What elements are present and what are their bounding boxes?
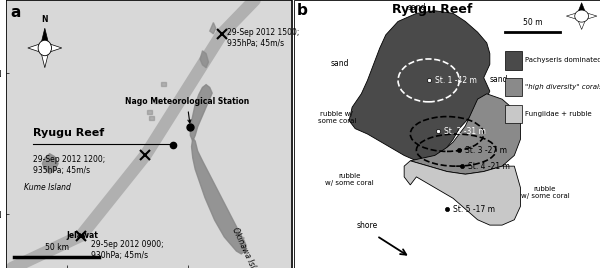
Text: N: N <box>41 15 48 24</box>
Text: sand: sand <box>331 59 349 68</box>
Text: Ryugu Reef: Ryugu Reef <box>32 128 104 138</box>
Text: sand: sand <box>407 3 425 12</box>
Text: rubble
w/ some coral: rubble w/ some coral <box>325 173 373 186</box>
Polygon shape <box>45 42 62 54</box>
Polygon shape <box>43 154 58 173</box>
Polygon shape <box>566 12 581 21</box>
Bar <box>505 105 522 123</box>
Polygon shape <box>404 161 520 225</box>
Polygon shape <box>149 116 154 120</box>
Text: a: a <box>10 5 20 20</box>
Polygon shape <box>200 51 209 68</box>
Text: 29-Sep 2012 1200;: 29-Sep 2012 1200; <box>32 155 105 164</box>
Bar <box>505 51 522 70</box>
Polygon shape <box>576 16 587 29</box>
Text: Fungiidae + rubble: Fungiidae + rubble <box>525 111 592 117</box>
Polygon shape <box>349 11 490 161</box>
Text: St. 2 -31 m: St. 2 -31 m <box>444 127 486 136</box>
Bar <box>505 78 522 96</box>
Text: Pachyseris dominated: Pachyseris dominated <box>525 57 600 63</box>
Text: 930hPa; 45m/s: 930hPa; 45m/s <box>91 251 148 260</box>
Text: 50 m: 50 m <box>523 18 542 27</box>
Text: 50 km: 50 km <box>45 244 69 252</box>
Text: sand: sand <box>490 75 508 84</box>
Text: 935hPa; 45m/s: 935hPa; 45m/s <box>32 166 90 176</box>
Text: St. 4 -21 m: St. 4 -21 m <box>469 162 510 171</box>
Polygon shape <box>190 85 212 141</box>
Polygon shape <box>581 12 597 21</box>
Text: rubble w/
some coral: rubble w/ some coral <box>317 111 356 124</box>
Polygon shape <box>161 82 166 86</box>
Polygon shape <box>28 42 45 54</box>
Polygon shape <box>210 23 216 34</box>
Polygon shape <box>154 99 159 103</box>
Text: St. 3 -27 m: St. 3 -27 m <box>466 146 508 155</box>
Text: b: b <box>297 3 308 18</box>
Text: shore: shore <box>357 221 378 230</box>
Polygon shape <box>40 48 50 68</box>
Text: Jelawat: Jelawat <box>67 231 98 240</box>
Text: St. 5 -17 m: St. 5 -17 m <box>453 204 495 214</box>
Polygon shape <box>576 3 587 16</box>
Text: Nago Meteorological Station: Nago Meteorological Station <box>125 97 249 123</box>
Polygon shape <box>146 110 152 114</box>
Polygon shape <box>191 138 246 254</box>
Text: 29-5ep 2012 0900;: 29-5ep 2012 0900; <box>91 240 164 249</box>
Text: 935hPa; 45m/s: 935hPa; 45m/s <box>227 39 284 49</box>
Text: Ryugu Reef: Ryugu Reef <box>392 3 472 16</box>
Text: 29-Sep 2012 1500;: 29-Sep 2012 1500; <box>227 28 299 37</box>
Circle shape <box>38 40 52 56</box>
Text: rubble
w/ some coral: rubble w/ some coral <box>521 187 569 199</box>
Polygon shape <box>410 94 520 174</box>
Text: Okinawa Island: Okinawa Island <box>230 226 263 268</box>
Circle shape <box>575 10 589 22</box>
Text: St. 1 -42 m: St. 1 -42 m <box>435 76 476 85</box>
Text: "high diversity" corals: "high diversity" corals <box>525 84 600 90</box>
Text: Kume Island: Kume Island <box>24 183 71 192</box>
Polygon shape <box>40 28 50 48</box>
